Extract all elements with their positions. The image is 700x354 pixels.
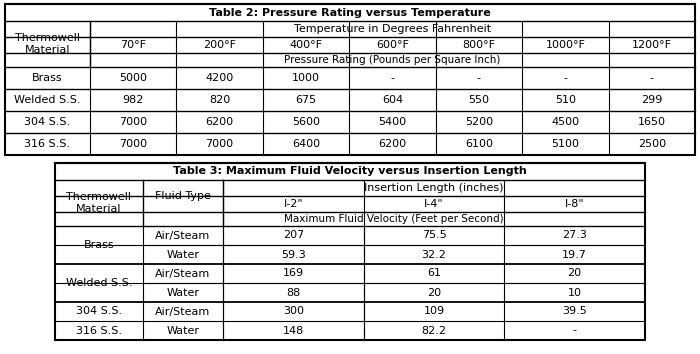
Text: 510: 510	[555, 95, 576, 105]
Text: 20: 20	[568, 268, 582, 279]
Text: 169: 169	[283, 268, 304, 279]
Text: Brass: Brass	[32, 73, 63, 83]
Text: 207: 207	[283, 230, 304, 240]
Text: 7000: 7000	[206, 139, 234, 149]
Text: -: -	[650, 73, 654, 83]
Text: 4500: 4500	[552, 117, 580, 127]
Text: 820: 820	[209, 95, 230, 105]
Text: Welded S.S.: Welded S.S.	[14, 95, 80, 105]
Text: 6100: 6100	[465, 139, 493, 149]
Text: 70°F: 70°F	[120, 40, 146, 50]
Text: -: -	[391, 73, 395, 83]
Text: Table 3: Maximum Fluid Velocity versus Insertion Length: Table 3: Maximum Fluid Velocity versus I…	[173, 166, 527, 177]
Text: 604: 604	[382, 95, 403, 105]
Text: -: -	[573, 325, 577, 336]
Text: 200°F: 200°F	[203, 40, 236, 50]
Text: 20: 20	[427, 287, 441, 297]
Text: Air/Steam: Air/Steam	[155, 230, 211, 240]
Text: 550: 550	[468, 95, 489, 105]
Text: 19.7: 19.7	[562, 250, 587, 259]
Text: 7000: 7000	[119, 117, 147, 127]
Text: 800°F: 800°F	[463, 40, 496, 50]
Text: 675: 675	[295, 95, 316, 105]
Text: 5400: 5400	[379, 117, 407, 127]
Text: Temperature in Degrees Fahrenheit: Temperature in Degrees Fahrenheit	[294, 24, 491, 34]
Text: Table 2: Pressure Rating versus Temperature: Table 2: Pressure Rating versus Temperat…	[209, 7, 491, 17]
Bar	[55, 163, 645, 340]
Text: 75.5: 75.5	[421, 230, 447, 240]
Text: 6400: 6400	[292, 139, 320, 149]
Text: 299: 299	[641, 95, 662, 105]
Text: -: -	[477, 73, 481, 83]
Text: 148: 148	[283, 325, 304, 336]
Text: 982: 982	[122, 95, 144, 105]
Text: Pressure Rating (Pounds per Square Inch): Pressure Rating (Pounds per Square Inch)	[284, 55, 500, 65]
Text: 316 S.S.: 316 S.S.	[25, 139, 71, 149]
Text: 82.2: 82.2	[421, 325, 447, 336]
Text: 7000: 7000	[119, 139, 147, 149]
Text: 2500: 2500	[638, 139, 666, 149]
Text: 5100: 5100	[552, 139, 580, 149]
Text: Welded S.S.: Welded S.S.	[66, 278, 132, 288]
Text: 1000: 1000	[292, 73, 320, 83]
Text: 600°F: 600°F	[376, 40, 409, 50]
Text: I-8": I-8"	[565, 199, 584, 209]
Text: 88: 88	[286, 287, 300, 297]
Text: 59.3: 59.3	[281, 250, 306, 259]
Text: 1000°F: 1000°F	[545, 40, 585, 50]
Text: 400°F: 400°F	[290, 40, 323, 50]
Text: 316 S.S.: 316 S.S.	[76, 325, 122, 336]
Text: 6200: 6200	[379, 139, 407, 149]
Text: 5200: 5200	[465, 117, 493, 127]
Text: 32.2: 32.2	[421, 250, 447, 259]
Text: Air/Steam: Air/Steam	[155, 268, 211, 279]
Text: Thermowell
Material: Thermowell Material	[15, 33, 80, 55]
Text: Thermowell
Material: Thermowell Material	[66, 192, 132, 214]
Text: Water: Water	[167, 325, 200, 336]
Text: 1650: 1650	[638, 117, 666, 127]
Text: 4200: 4200	[206, 73, 234, 83]
Text: Air/Steam: Air/Steam	[155, 307, 211, 316]
Text: 109: 109	[424, 307, 444, 316]
Text: Maximum Fluid Velocity (Feet per Second): Maximum Fluid Velocity (Feet per Second)	[284, 214, 504, 224]
Text: Brass: Brass	[84, 240, 114, 250]
Text: 10: 10	[568, 287, 582, 297]
Text: 6200: 6200	[206, 117, 234, 127]
Bar	[5, 4, 695, 155]
Text: Water: Water	[167, 287, 200, 297]
Text: 5600: 5600	[292, 117, 320, 127]
Text: I-2": I-2"	[284, 199, 303, 209]
Text: 304 S.S.: 304 S.S.	[76, 307, 122, 316]
Text: -: -	[564, 73, 568, 83]
Text: 5000: 5000	[119, 73, 147, 83]
Text: 39.5: 39.5	[562, 307, 587, 316]
Text: 27.3: 27.3	[562, 230, 587, 240]
Text: 304 S.S.: 304 S.S.	[25, 117, 71, 127]
Text: Fluid Type: Fluid Type	[155, 191, 211, 201]
Text: 1200°F: 1200°F	[632, 40, 672, 50]
Text: 61: 61	[427, 268, 441, 279]
Text: Insertion Length (inches): Insertion Length (inches)	[364, 183, 504, 193]
Text: 300: 300	[283, 307, 304, 316]
Text: Water: Water	[167, 250, 200, 259]
Text: I-4": I-4"	[424, 199, 444, 209]
